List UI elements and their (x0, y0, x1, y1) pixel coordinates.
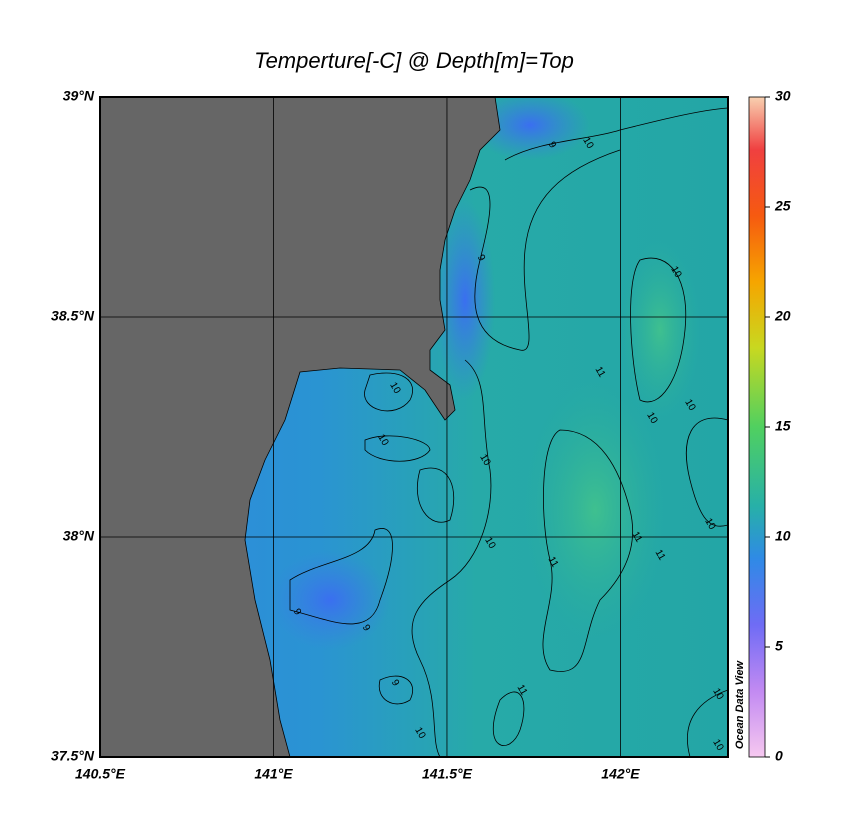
contour-label: 10 (710, 687, 725, 703)
contour-label: 9 (389, 678, 402, 689)
watermark: Ocean Data View (734, 659, 746, 749)
cool-patch (435, 200, 495, 400)
x-tick-label: 142°E (601, 766, 640, 782)
colorbar (748, 96, 766, 758)
y-tick-label: 38°N (63, 528, 95, 544)
contours (289, 107, 728, 757)
y-tick-label: 37.5°N (51, 748, 95, 764)
warm-patch (620, 240, 700, 420)
contour-label: 9 (546, 140, 559, 151)
cool-patch (470, 97, 590, 160)
x-tick-label: 141°E (254, 766, 293, 782)
colorbar-tick-label: 20 (774, 308, 791, 324)
colorbar-tick-label: 10 (775, 528, 791, 544)
y-tick-label: 39°N (63, 88, 95, 104)
map-frame (99, 96, 729, 758)
cool-patch (270, 550, 390, 650)
contour-label: 10 (580, 136, 595, 152)
colorbar-tick-label: 25 (774, 198, 791, 214)
colorbar-tick-label: 5 (775, 638, 783, 654)
x-tick-label: 141.5°E (422, 766, 473, 782)
contour-label: 9 (475, 253, 488, 264)
contour-label: 10 (477, 453, 492, 469)
contour-label: 10 (375, 433, 390, 449)
land (100, 97, 501, 757)
contour-label: 10 (668, 265, 683, 281)
x-tick-label: 140.5°E (75, 766, 126, 782)
colorbar-tick-label: 15 (775, 418, 791, 434)
contour-label: 10 (702, 517, 717, 533)
warm-patch (525, 380, 665, 640)
colorbar-tick-label: 30 (775, 88, 791, 104)
contour-label: 10 (682, 398, 697, 414)
contour-label: 10 (644, 411, 659, 427)
colorbar-tick-label: 0 (775, 748, 783, 764)
y-tick-label: 38.5°N (51, 308, 95, 324)
contour-label: 10 (710, 738, 725, 754)
contour-label: 9 (291, 607, 304, 618)
contour-label: 10 (482, 536, 497, 552)
contour-label: 10 (387, 381, 402, 397)
map-title: Temperture[-C] @ Depth[m]=Top (254, 48, 574, 73)
contour-label: 9 (360, 623, 373, 634)
contour-label: 10 (412, 726, 427, 742)
